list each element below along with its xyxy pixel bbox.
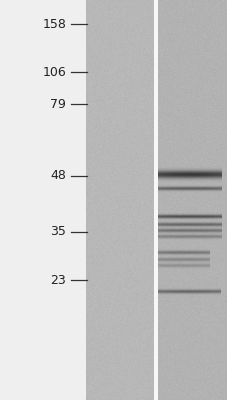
Text: 79: 79 (50, 98, 66, 110)
Text: 48: 48 (50, 170, 66, 182)
Text: 158: 158 (42, 18, 66, 30)
Text: 23: 23 (50, 274, 66, 286)
Text: 106: 106 (42, 66, 66, 78)
Text: 35: 35 (50, 226, 66, 238)
